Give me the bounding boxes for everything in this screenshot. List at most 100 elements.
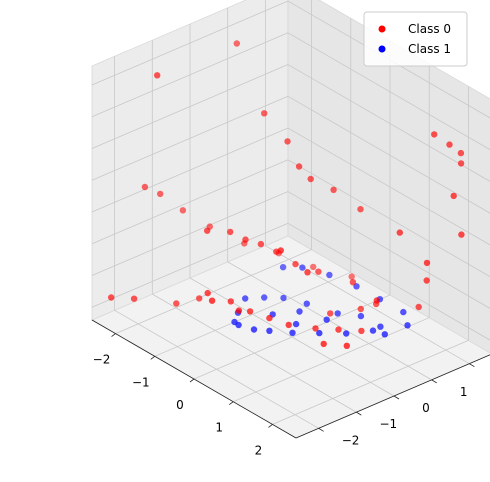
point-class-0 (285, 321, 292, 329)
grid-wall-z-right (287, 191, 490, 309)
grid-wall-z-left (91, 127, 289, 213)
grid-wall-z-left (91, 95, 289, 181)
point-class-0 (373, 297, 380, 304)
point-class-0 (423, 277, 430, 284)
grid-wall-z-right (287, 222, 490, 341)
point-class-0 (348, 273, 355, 280)
point-class-0 (310, 263, 317, 271)
grid-wall-z-right (287, 159, 490, 278)
point-class-0 (349, 279, 357, 286)
point-class-0 (415, 303, 422, 311)
point-class-0 (108, 294, 115, 301)
point-class-0 (343, 342, 350, 349)
x-tick-label: 1 (215, 421, 223, 435)
point-class-1 (250, 326, 258, 333)
x-tick-label: 0 (176, 398, 184, 412)
x-tick-mark (111, 333, 116, 337)
point-class-1 (242, 295, 249, 302)
x-tick-label: −1 (132, 375, 150, 389)
legend-marker-class-0 (378, 25, 386, 33)
point-class-1 (353, 283, 360, 290)
grid-floor-y (114, 309, 319, 429)
point-class-1 (334, 310, 341, 317)
data-points (108, 40, 465, 349)
grid-lines (91, 0, 490, 429)
point-class-0 (242, 236, 249, 243)
x-tick-label: −2 (93, 353, 111, 367)
point-class-0 (157, 190, 164, 198)
point-class-0 (295, 163, 303, 170)
point-class-0 (327, 310, 334, 317)
x-tick-mark (268, 424, 273, 428)
point-class-1 (369, 327, 377, 334)
y-tick-label: 1 (460, 385, 468, 399)
point-class-0 (257, 240, 265, 248)
y-tick-label: −1 (379, 417, 397, 431)
point-class-0 (227, 228, 234, 236)
grid-wall-z-left (91, 191, 289, 276)
point-class-0 (284, 138, 291, 145)
point-class-0 (458, 231, 465, 238)
point-class-1 (292, 320, 300, 328)
legend-marker-class-1 (378, 45, 386, 53)
point-class-0 (141, 183, 149, 191)
point-class-0 (154, 72, 161, 79)
point-class-0 (261, 110, 268, 117)
point-class-0 (315, 268, 322, 275)
point-class-1 (296, 308, 303, 315)
y-tick-label: 0 (422, 401, 430, 415)
point-class-0 (233, 40, 240, 47)
x-tick-mark (228, 401, 234, 406)
point-class-0 (330, 186, 337, 193)
point-class-0 (446, 141, 453, 148)
y-tick-mark (318, 427, 324, 432)
point-class-0 (423, 259, 431, 267)
point-class-1 (235, 321, 242, 329)
point-class-0 (312, 325, 319, 332)
grid-wall-z-right (287, 95, 490, 214)
y-tick-mark (469, 363, 475, 368)
grid-floor-y (265, 245, 470, 365)
point-class-1 (377, 323, 384, 330)
point-class-1 (343, 330, 350, 337)
legend: Class 0 Class 1 (363, 11, 468, 67)
point-class-0 (130, 295, 138, 302)
point-class-1 (280, 294, 287, 302)
point-class-1 (303, 300, 310, 307)
point-class-0 (227, 298, 234, 305)
point-class-0 (204, 227, 211, 234)
point-class-1 (261, 294, 268, 301)
point-class-0 (450, 192, 457, 200)
grid-floor-y (227, 261, 432, 381)
point-class-0 (457, 160, 465, 167)
point-class-0 (396, 229, 403, 236)
grid-wall-z-right (287, 32, 490, 151)
point-class-0 (173, 300, 180, 307)
point-class-1 (316, 329, 323, 337)
axis-panes (91, 0, 490, 439)
point-class-0 (457, 149, 465, 157)
point-class-1 (299, 264, 306, 271)
legend-label-class-0: Class 0 (408, 22, 451, 36)
x-tick-mark (150, 355, 156, 360)
point-class-0 (204, 289, 211, 297)
axis-lines (91, 319, 490, 439)
point-class-0 (235, 307, 243, 314)
grid-wall-z-left (91, 0, 289, 86)
y-tick-mark (393, 395, 400, 400)
grid-wall-z-left (91, 159, 289, 245)
y-tick-label: −2 (342, 433, 360, 447)
point-class-1 (381, 331, 388, 338)
point-class-0 (431, 131, 438, 138)
point-class-0 (320, 340, 327, 348)
y-tick-mark (356, 411, 362, 416)
point-class-1 (279, 264, 287, 271)
point-class-0 (277, 247, 284, 254)
y-tick-mark (431, 379, 437, 384)
point-class-0 (196, 295, 203, 302)
grid-floor-y (152, 293, 357, 413)
point-class-0 (179, 207, 187, 214)
point-class-0 (307, 175, 314, 183)
point-class-0 (246, 308, 254, 315)
